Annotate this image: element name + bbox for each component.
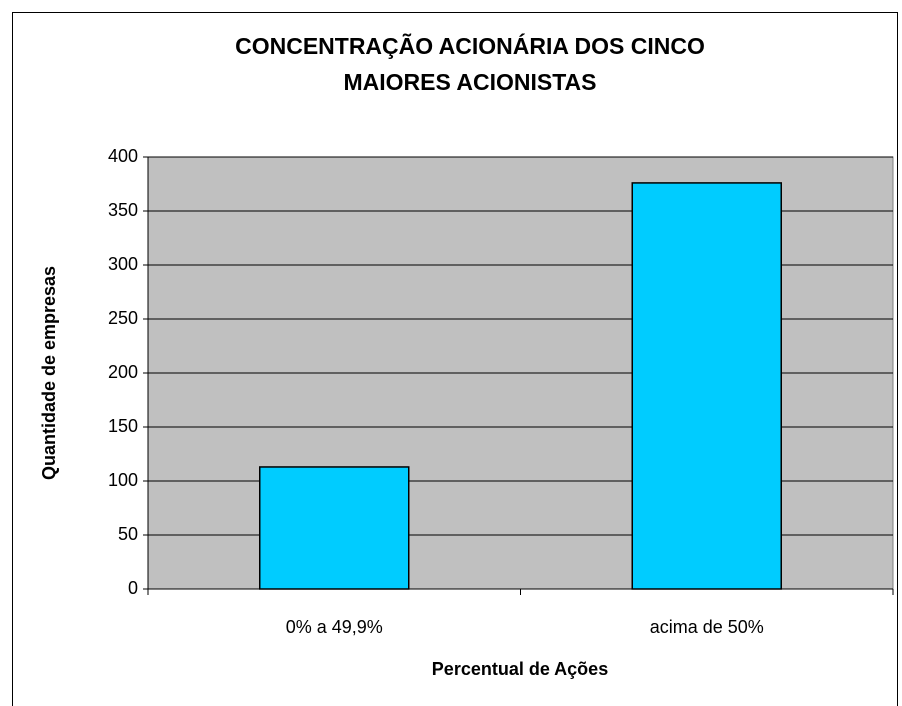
- y-tick-label: 100: [108, 470, 138, 490]
- y-tick-label: 0: [128, 578, 138, 598]
- chart-title: CONCENTRAÇÃO ACIONÁRIA DOS CINCO: [235, 32, 705, 59]
- y-tick-label: 150: [108, 416, 138, 436]
- bar: [631, 182, 782, 590]
- y-tick-label: 250: [108, 308, 138, 328]
- x-tick-label: 0% a 49,9%: [286, 617, 383, 637]
- y-tick-label: 400: [108, 146, 138, 166]
- x-tick-label: acima de 50%: [650, 617, 764, 637]
- x-axis-title: Percentual de Ações: [432, 659, 608, 679]
- bar: [259, 466, 410, 590]
- chart-title: MAIORES ACIONISTAS: [343, 69, 596, 95]
- chart-border: [12, 12, 898, 706]
- y-tick-label: 50: [118, 524, 138, 544]
- y-tick-label: 200: [108, 362, 138, 382]
- y-tick-label: 300: [108, 254, 138, 274]
- y-axis-title: Quantidade de empresas: [39, 266, 59, 480]
- y-tick-label: 350: [108, 200, 138, 220]
